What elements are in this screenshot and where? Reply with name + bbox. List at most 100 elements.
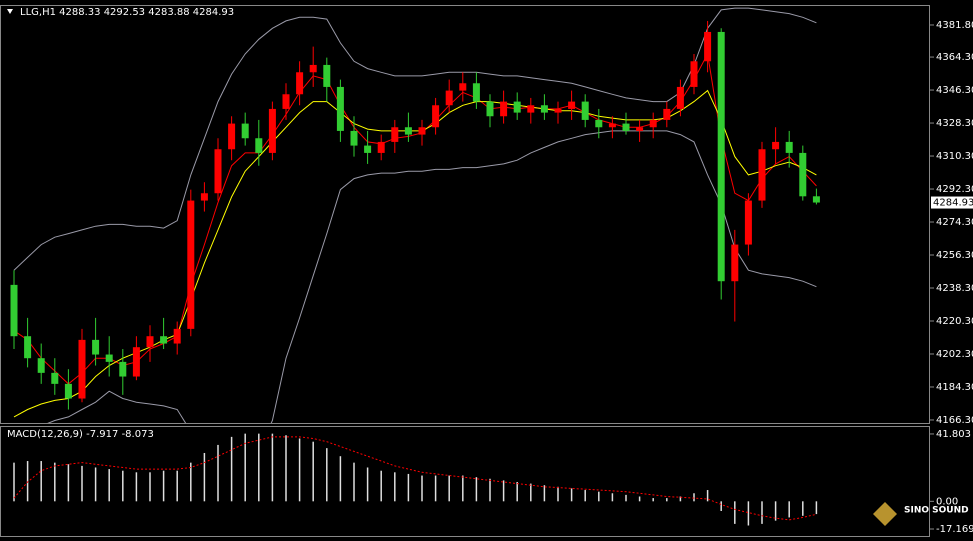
- candle-body: [731, 244, 739, 282]
- candle-body: [132, 347, 140, 377]
- candle-body: [744, 200, 752, 245]
- candle-body: [690, 61, 698, 87]
- candle-body: [323, 64, 331, 87]
- candle-body: [418, 127, 426, 135]
- y-tick-label: 4346.30: [936, 85, 973, 96]
- candle-body: [187, 200, 195, 329]
- logo-mark: [873, 502, 897, 526]
- y-tick-label: 4310.30: [936, 151, 973, 162]
- y-tick-label: 4238.30: [936, 283, 973, 294]
- candle-body: [336, 86, 344, 131]
- candle-body: [717, 31, 725, 282]
- candle-body: [432, 105, 440, 128]
- y-tick-label: 4364.30: [936, 52, 973, 63]
- y-tick-label: 4274.30: [936, 217, 973, 228]
- last-price-box: [931, 196, 973, 209]
- y-tick-label: 0.00: [936, 496, 958, 507]
- candle-body: [608, 123, 616, 128]
- candle-body: [472, 83, 480, 102]
- price-plot: [10, 7, 820, 423]
- y-tick-label: 4292.30: [936, 184, 973, 195]
- candle-body: [513, 101, 521, 113]
- candle-body: [146, 336, 154, 348]
- candle-body: [51, 372, 59, 384]
- candle-body: [309, 64, 317, 73]
- candle-body: [595, 119, 603, 128]
- candle-body: [445, 90, 453, 106]
- y-tick-label: 4328.30: [936, 118, 973, 129]
- candle-body: [785, 141, 793, 153]
- y-tick-label: 4184.30: [936, 382, 973, 393]
- overlay-line: [13, 89, 817, 418]
- candle-body: [214, 149, 222, 194]
- candle-body: [24, 336, 32, 359]
- candle-body: [758, 149, 766, 201]
- candle-body: [486, 101, 494, 117]
- candle-body: [404, 127, 412, 135]
- y-tick-label: 4220.30: [936, 316, 973, 327]
- candle-body: [799, 152, 807, 197]
- candle-body: [160, 336, 168, 344]
- price-panel-frame: [0, 5, 930, 424]
- candle-body: [459, 83, 467, 91]
- header-low: 4283.88: [148, 7, 189, 18]
- y-tick-label: -17.169: [936, 524, 973, 535]
- candle-body: [500, 101, 508, 117]
- candle-body: [554, 108, 562, 113]
- candle-body: [622, 123, 630, 131]
- watermark: SINO SOUND: [904, 506, 969, 516]
- signal-line: [13, 436, 817, 521]
- candle-body: [568, 101, 576, 109]
- header-close: 4284.93: [193, 7, 234, 18]
- candle-body: [78, 339, 86, 399]
- candle-body: [772, 141, 780, 150]
- candle-body: [364, 145, 372, 153]
- candle-body: [527, 105, 535, 113]
- candle-body: [241, 123, 249, 139]
- candle-body: [200, 193, 208, 201]
- candle-body: [581, 101, 589, 120]
- last-price-label: 4284.93: [933, 198, 973, 209]
- price-header: LLG,H1 4288.33 4292.53 4283.88 4284.93: [20, 7, 234, 18]
- candle-body: [64, 383, 72, 399]
- candle-body: [663, 108, 671, 120]
- y-tick-label: 4166.30: [936, 415, 973, 426]
- candle-body: [540, 105, 548, 113]
- candle-body: [649, 119, 657, 128]
- candle-body: [377, 141, 385, 153]
- menu-triangle[interactable]: [7, 9, 13, 14]
- candle-body: [391, 127, 399, 142]
- candle-body: [119, 361, 127, 377]
- candle-body: [676, 86, 684, 109]
- candle-body: [350, 130, 358, 146]
- macd-plot: [13, 433, 818, 526]
- candle-body: [92, 339, 100, 355]
- candle-body: [704, 31, 712, 62]
- logo: SINO SOUND: [873, 502, 969, 526]
- overlay-line: [47, 130, 817, 423]
- candle-body: [255, 138, 263, 153]
- y-tick-label: 41.803: [936, 429, 971, 440]
- candle-body: [282, 94, 290, 109]
- macd-title: MACD(12,26,9): [7, 429, 83, 440]
- header-open: 4288.33: [59, 7, 100, 18]
- y-tick-label: 4381.80: [936, 20, 973, 31]
- y-tick-label: 4256.30: [936, 250, 973, 261]
- macd-main: -7.917: [86, 429, 118, 440]
- candle-body: [173, 328, 181, 344]
- macd-header: MACD(12,26,9) -7.917 -8.073: [7, 429, 154, 440]
- axes: 4381.80 4364.30 4346.30 4328.30 4310.30 4292.…: [930, 20, 973, 535]
- candle-body: [37, 358, 45, 373]
- candle-body: [228, 123, 236, 150]
- candle-body: [268, 108, 276, 153]
- macd-signal: -8.073: [122, 429, 154, 440]
- candle-body: [105, 354, 113, 362]
- candle-body: [812, 196, 820, 203]
- candle-body: [636, 127, 644, 131]
- header-high: 4292.53: [104, 7, 145, 18]
- symbol: LLG,H1: [20, 7, 56, 18]
- candle-body: [296, 72, 304, 95]
- candle-body: [10, 284, 18, 337]
